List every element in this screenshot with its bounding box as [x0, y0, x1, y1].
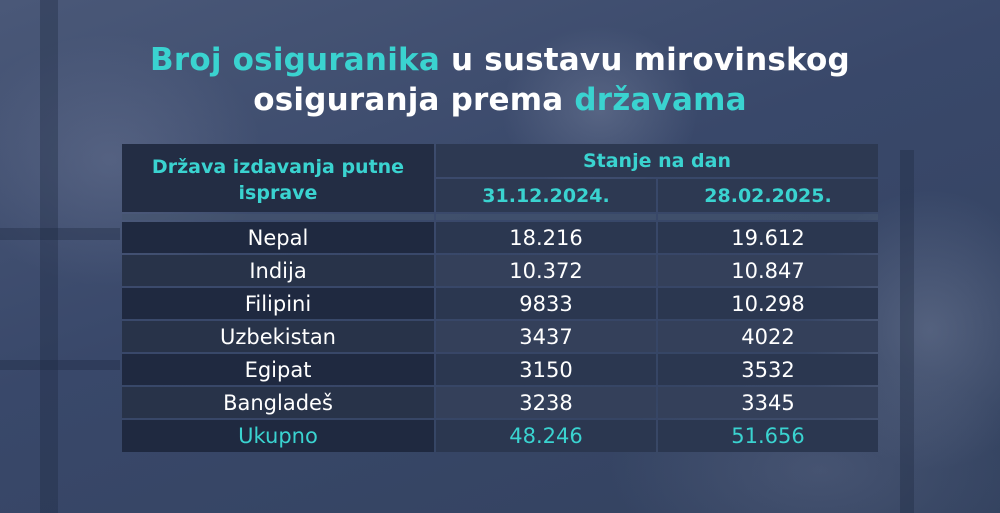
- value-cell: 9833: [436, 288, 656, 319]
- value-cell: 3437: [436, 321, 656, 352]
- header-group: Stanje na dan: [436, 144, 878, 177]
- value-cell: 10.372: [436, 255, 656, 286]
- header-country: Država izdavanja putne isprave: [122, 144, 434, 212]
- value-cell: 18.216: [436, 222, 656, 253]
- data-table: Država izdavanja putne isprave Stanje na…: [120, 142, 880, 454]
- country-cell: Egipat: [122, 354, 434, 385]
- page-title: Broj osiguranika u sustavu mirovinskog o…: [0, 40, 1000, 120]
- table-row: Indija 10.372 10.847: [122, 255, 878, 286]
- table-row: Bangladeš 3238 3345: [122, 387, 878, 418]
- table-row: Uzbekistan 3437 4022: [122, 321, 878, 352]
- title-text: u sustavu mirovinskog: [439, 42, 850, 78]
- value-cell: 3238: [436, 387, 656, 418]
- country-cell: Uzbekistan: [122, 321, 434, 352]
- table-row: Nepal 18.216 19.612: [122, 222, 878, 253]
- title-highlight: državama: [574, 82, 747, 118]
- total-row: Ukupno 48.246 51.656: [122, 420, 878, 452]
- scaffold-beam: [0, 228, 120, 240]
- value-cell: 10.847: [658, 255, 878, 286]
- scaffold-beam: [900, 150, 914, 513]
- value-cell: 3532: [658, 354, 878, 385]
- header-date-2: 28.02.2025.: [658, 179, 878, 212]
- value-cell: 10.298: [658, 288, 878, 319]
- value-cell: 3345: [658, 387, 878, 418]
- country-cell: Indija: [122, 255, 434, 286]
- scaffold-beam: [0, 360, 120, 370]
- value-cell: 4022: [658, 321, 878, 352]
- total-value: 48.246: [436, 420, 656, 452]
- total-value: 51.656: [658, 420, 878, 452]
- country-cell: Bangladeš: [122, 387, 434, 418]
- separator-row: [122, 214, 878, 220]
- scaffold-beam: [40, 0, 58, 513]
- country-cell: Nepal: [122, 222, 434, 253]
- title-highlight: Broj osiguranika: [150, 42, 440, 78]
- value-cell: 3150: [436, 354, 656, 385]
- total-label: Ukupno: [122, 420, 434, 452]
- country-cell: Filipini: [122, 288, 434, 319]
- table-row: Egipat 3150 3532: [122, 354, 878, 385]
- header-date-1: 31.12.2024.: [436, 179, 656, 212]
- title-text: osiguranja prema: [253, 82, 575, 118]
- value-cell: 19.612: [658, 222, 878, 253]
- table-row: Filipini 9833 10.298: [122, 288, 878, 319]
